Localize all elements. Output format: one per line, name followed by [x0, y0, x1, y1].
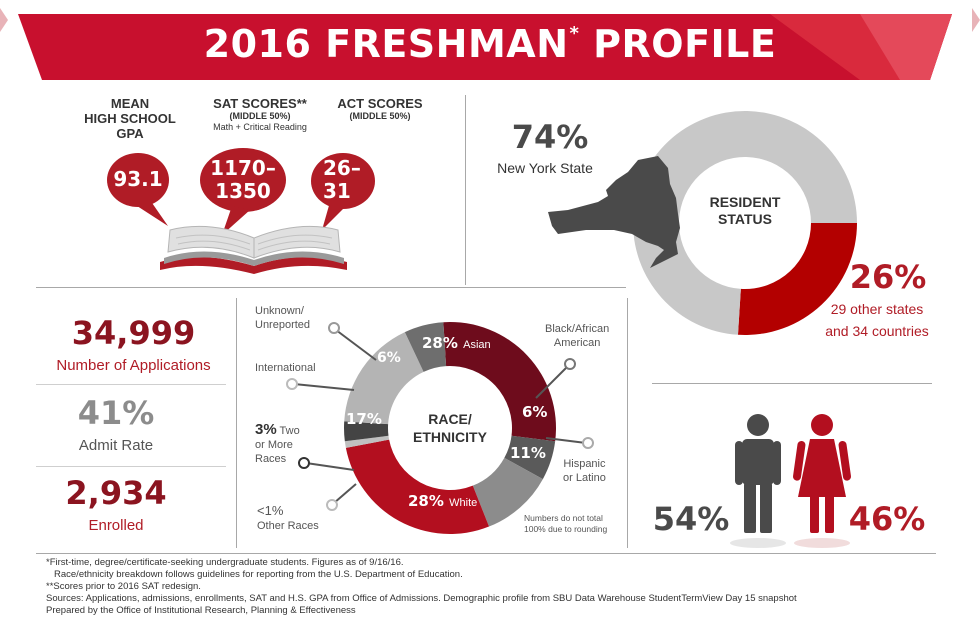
divider-stat-1: [36, 384, 226, 385]
segment-label-white: 28% White: [408, 492, 478, 510]
resident-status-donut: [633, 110, 857, 335]
footnote-line: Race/ethnicity breakdown follows guideli…: [54, 569, 463, 580]
donut-segment-other-states: [737, 223, 857, 335]
race-ethnicity-donut: [344, 322, 556, 534]
other-percent: 26%: [849, 258, 927, 296]
enrolled-label: Enrolled: [88, 517, 144, 534]
female-percent: 46%: [848, 500, 926, 538]
enrolled-value: 2,934: [65, 474, 167, 512]
act-value: 26– 31: [323, 156, 361, 203]
footnotes: *First-time, degree/certificate-seeking …: [46, 557, 946, 617]
ny-label: New York State: [497, 160, 593, 176]
applications-value: 34,999: [71, 314, 196, 352]
donut-segment-hispanic-or-latino: [472, 457, 543, 527]
ny-percent: 74%: [511, 118, 589, 156]
sat-bubble: [200, 148, 286, 235]
race-callout-lines: [286, 322, 594, 511]
female-figure-icon: [792, 414, 852, 533]
male-percent: 54%: [652, 500, 730, 538]
divider-mid-vertical: [627, 298, 628, 548]
donut-segment-asian: [443, 322, 556, 442]
admit-label: Admit Rate: [78, 437, 154, 454]
footnote-line: Prepared by the Office of Institutional …: [46, 605, 356, 616]
donut-segment-other-races: [344, 435, 390, 448]
act-label: ACT SCORES (MIDDLE 50%): [337, 96, 423, 121]
divider-stat-2: [36, 466, 226, 467]
resident-center-label: RESIDENT STATUS: [709, 194, 781, 227]
new-york-state-map-icon: [548, 156, 680, 268]
divider-top-vertical: [465, 95, 466, 285]
callout-other-races: <1% Other Races: [257, 503, 319, 533]
segment-label-unknown: 6%: [377, 350, 401, 366]
callout-two-or-more: 3% Two or More Races: [255, 421, 300, 465]
sat-value: 1170– 1350: [210, 156, 276, 203]
male-figure-icon: [735, 414, 781, 533]
donut-segment-black-african-american: [504, 435, 556, 480]
gpa-bubble: [107, 153, 169, 226]
callout-unknown: Unknown/Unreported: [255, 305, 311, 331]
donut-segment-unknown-unreported: [404, 322, 447, 372]
callout-black: Black/African American: [545, 323, 610, 349]
divider-left-horizontal: [36, 287, 626, 288]
title-banner: [0, 8, 980, 80]
divider-right-horizontal: [652, 383, 932, 384]
race-center-label: RACE/ETHNICITY: [413, 411, 487, 445]
callout-international: International: [255, 362, 316, 374]
footnote-line: *First-time, degree/certificate-seeking …: [46, 557, 404, 568]
gpa-label: MEAN HIGH SCHOOL GPA: [84, 96, 176, 141]
segment-label-hispanic: 11%: [510, 444, 546, 462]
callout-hispanic: Hispanic or Latino: [563, 458, 606, 484]
segment-label-asian: 28% Asian: [422, 334, 491, 352]
donut-segment-international: [344, 332, 424, 425]
divider-bottom: [36, 553, 936, 554]
gpa-value: 93.1: [113, 167, 163, 191]
admit-value: 41%: [77, 394, 155, 432]
applications-label: Number of Applications: [56, 357, 211, 374]
open-book-icon: [160, 225, 347, 274]
donut-segment-two-or-more-races: [344, 421, 389, 442]
other-label: 29 other states and 34 countries: [825, 301, 929, 339]
speech-bubbles: [107, 148, 375, 274]
segment-label-black: 6%: [522, 403, 548, 421]
sat-label: SAT SCORES** (MIDDLE 50%) Math + Critica…: [213, 96, 307, 132]
footnote-line: **Scores prior to 2016 SAT redesign.: [46, 581, 201, 592]
donut-segment-new-york: [633, 110, 857, 335]
gender-figures: [730, 414, 852, 548]
page-title: 2016 FRESHMAN* PROFILE: [203, 22, 777, 66]
footnote-line: Sources: Applications, admissions, enrol…: [46, 593, 797, 604]
divider-left-vertical: [236, 298, 237, 548]
donut-segment-white: [345, 439, 490, 534]
segment-label-international: 17%: [346, 410, 382, 428]
act-bubble: [311, 153, 375, 230]
rounding-note: Numbers do not total 100% due to rounding: [524, 513, 608, 534]
